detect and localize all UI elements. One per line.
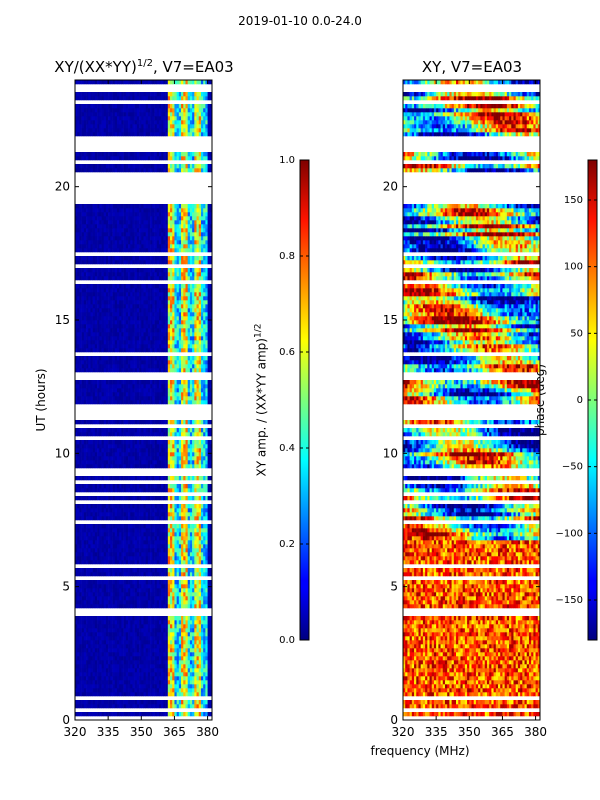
left-plot-title-main: XY/(XX*YY) [54,58,137,76]
right-colorbar-tick-label: 100 [564,262,583,273]
left-colorbar-frame [299,159,310,641]
axes-overlay: 320 335 350 365 380 0 5 10 15 20 320 335 350 365 380 0 5… [55,79,598,739]
left-ytick-label: 15 [55,313,70,327]
figure-xlabel: frequency (MHz) [370,744,470,758]
right-xtick-label: 320 [392,725,415,739]
left-colorbar [300,160,309,640]
right-axes-frame [402,79,541,721]
left-colorbar-tick-label: 0.8 [279,251,295,262]
right-colorbar-tick-label: −50 [562,462,583,473]
figure-suptitle: 2019-01-10 0.0-24.0 [238,14,362,28]
right-ytick-label: 10 [383,446,398,460]
left-colorbar-tick-label: 1.0 [279,155,295,166]
right-colorbar-tick-label: 150 [564,195,583,206]
left-colorbar-tick-label: 0.6 [279,347,295,358]
right-ytick-label: 5 [390,580,398,594]
right-xtick-label: 335 [425,725,448,739]
left-ytick-label: 0 [62,713,70,727]
left-ytick-label: 5 [62,580,70,594]
right-colorbar-tick-label: −150 [556,595,583,606]
left-xtick-label: 350 [130,725,153,739]
left-xtick-label: 320 [64,725,87,739]
right-xtick-label: 350 [458,725,481,739]
right-colorbar-tick-label: 50 [570,328,583,339]
right-xtick-label: 365 [491,725,514,739]
right-heatmap [403,80,541,717]
right-ytick-label: 0 [390,713,398,727]
right-colorbar-tick-label: −100 [556,528,583,539]
left-ytick-label: 20 [55,180,70,194]
right-xtick-label: 380 [524,725,547,739]
left-xtick-label: 380 [196,725,219,739]
right-plot-title: XY, V7=EA03 [421,58,523,76]
left-xtick-label: 335 [97,725,120,739]
left-plot-title: XY/(XX*YY)1/2, V7=EA03 [54,58,233,76]
left-axes-frame [74,79,213,721]
left-colorbar-tick-label: 0.0 [279,635,295,646]
right-colorbar-tick-label: 0 [577,395,583,406]
left-colorbar-tick-label: 0.2 [279,539,295,550]
right-ytick-label: 20 [383,180,398,194]
left-plot-title-suffix: , V7=EA03 [152,58,234,76]
left-plot-title-exponent: 1/2 [136,58,153,69]
left-heatmap [75,80,213,717]
right-colorbar [588,160,597,640]
right-ytick-label: 15 [383,313,398,327]
left-ytick-label: 10 [55,446,70,460]
left-xtick-label: 365 [163,725,186,739]
left-colorbar-tick-label: 0.4 [279,443,295,454]
